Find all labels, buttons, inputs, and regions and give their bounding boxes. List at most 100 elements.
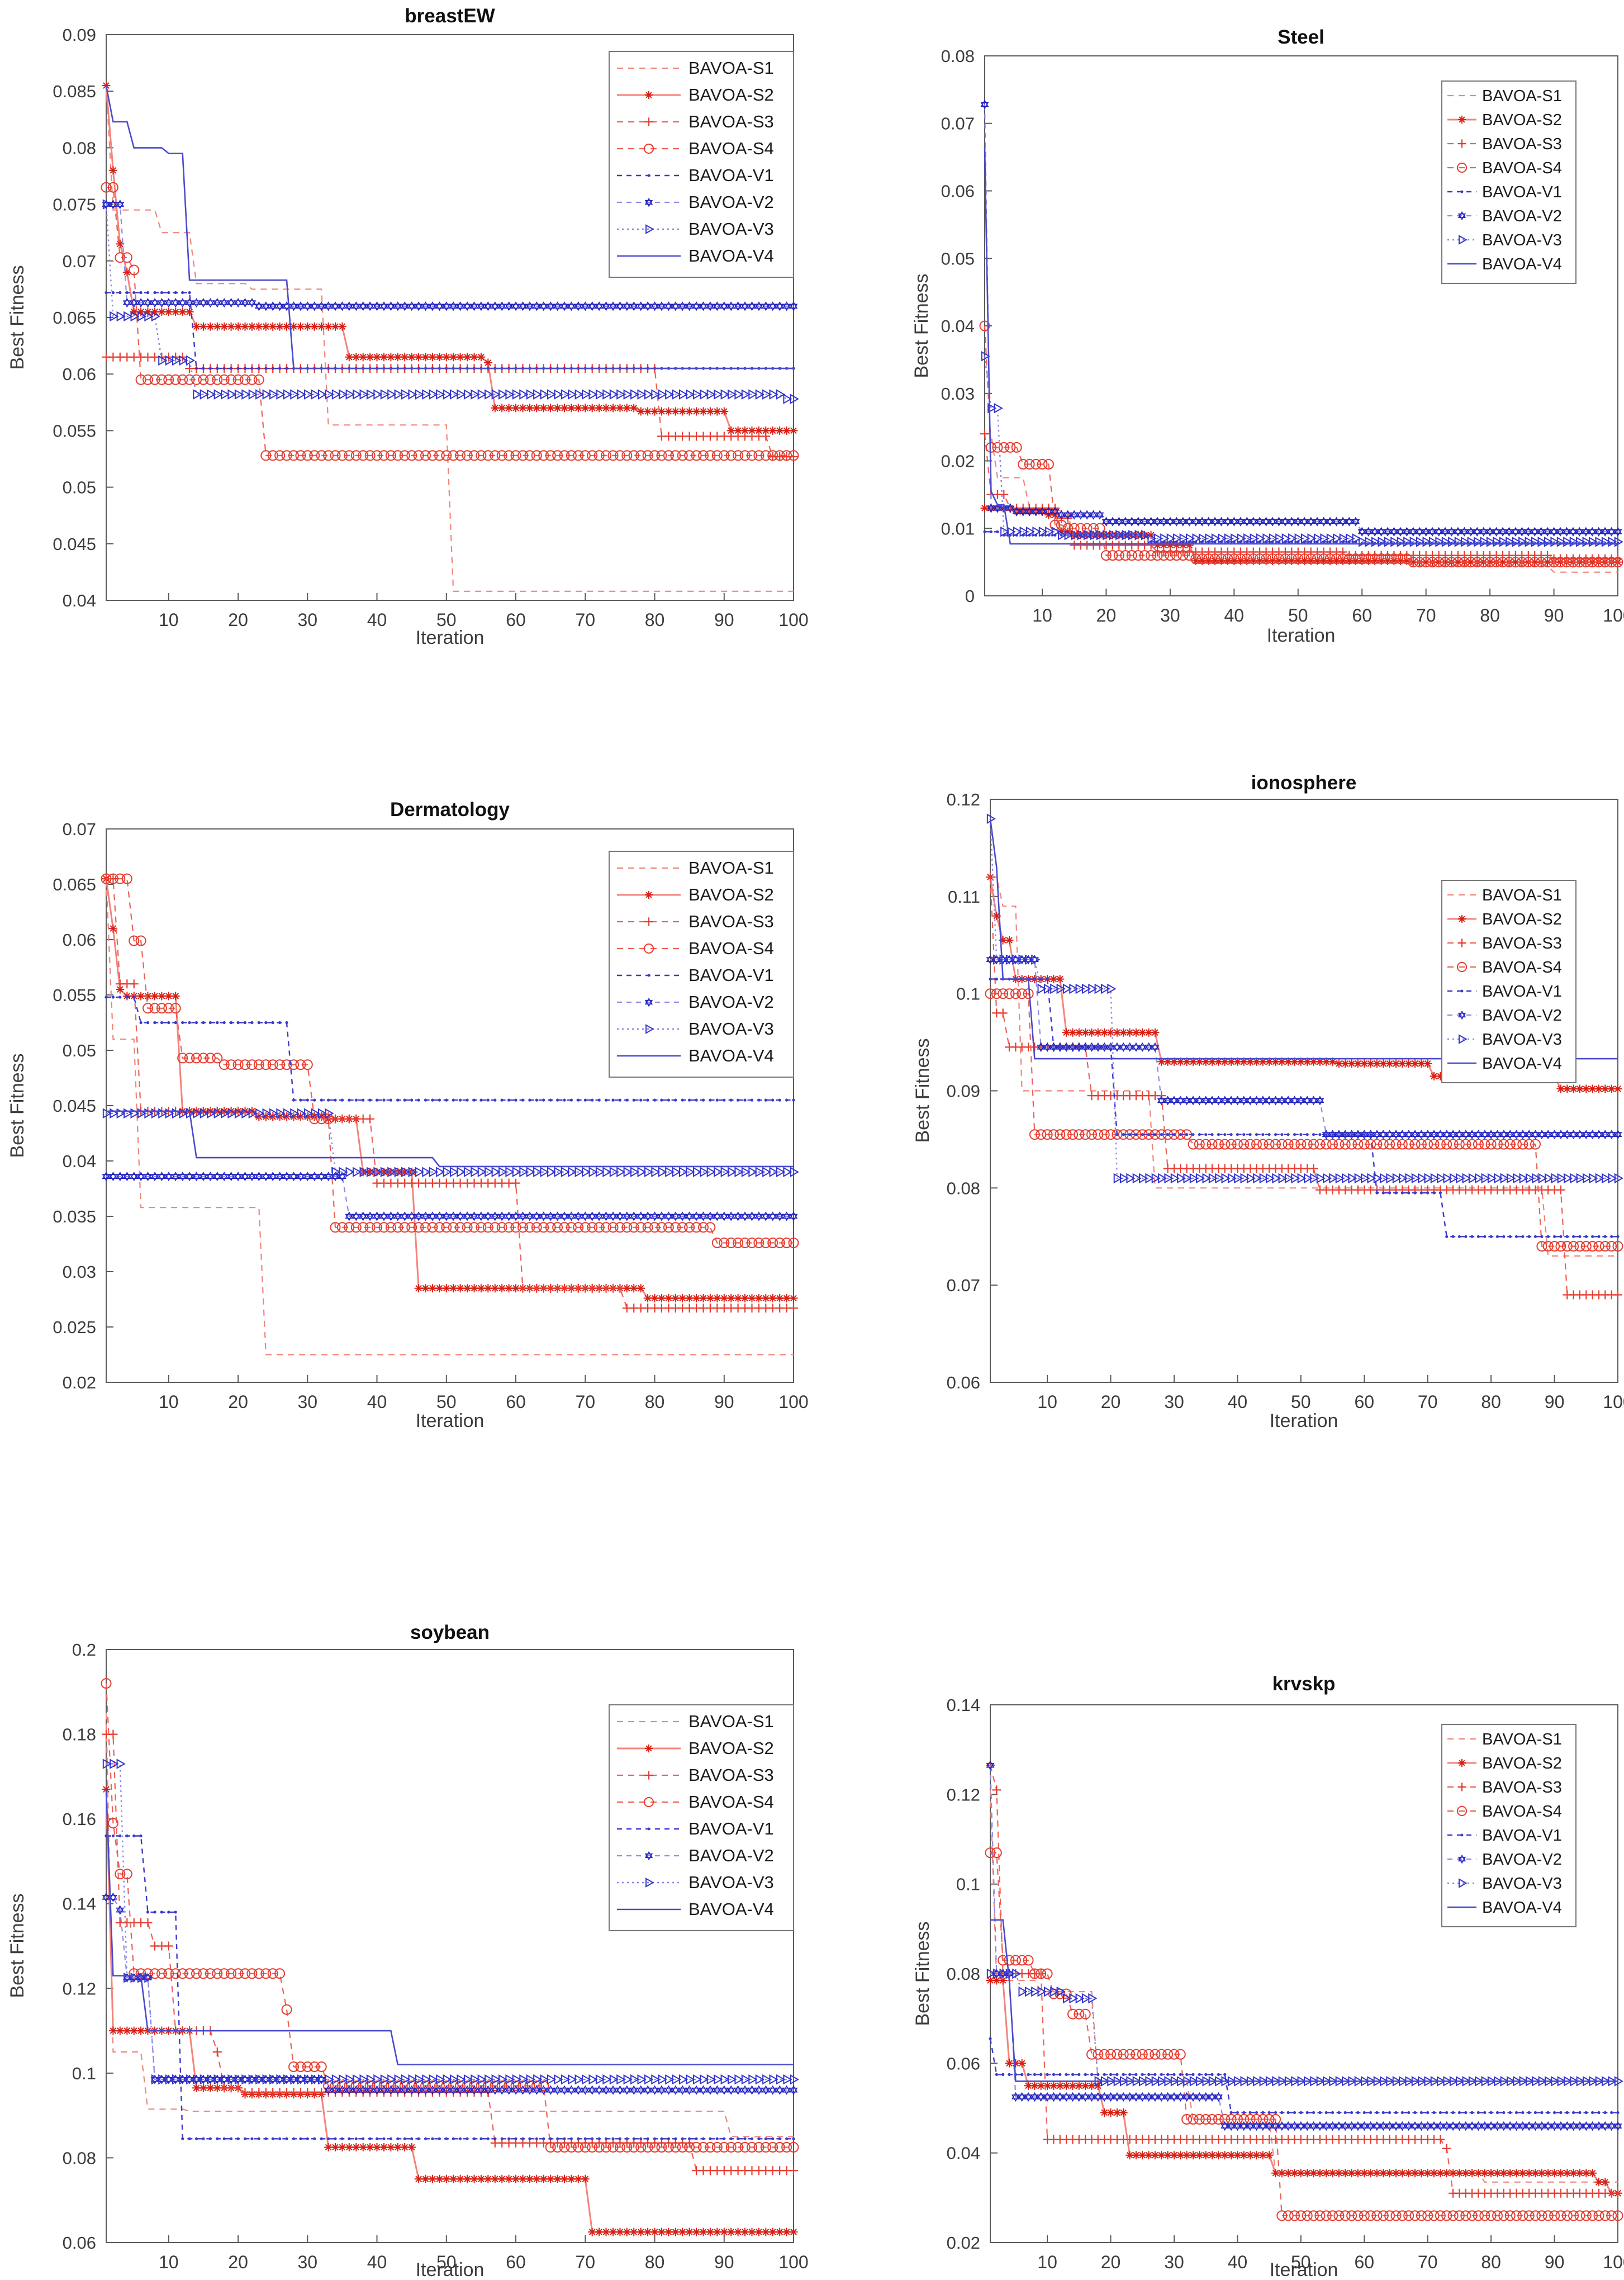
legend-item-label: BAVOA-V1 [1482, 1827, 1562, 1845]
legend-item-label: BAVOA-S1 [1482, 87, 1562, 105]
y-tick-label: 0.04 [941, 316, 975, 336]
chart-title: Steel [1278, 26, 1324, 48]
legend-item-label: BAVOA-S4 [1482, 159, 1562, 177]
y-tick-label: 0.01 [941, 519, 975, 538]
y-tick-label: 0.06 [63, 2233, 96, 2253]
y-tick-label: 0.06 [941, 182, 975, 201]
x-axis-label: Iteration [1267, 625, 1336, 646]
x-tick-label: 100 [778, 610, 808, 630]
legend-item-label: BAVOA-S4 [688, 1792, 774, 1812]
x-tick-label: 60 [1355, 1392, 1375, 1412]
series-line-BAVOA-S1 [105, 1713, 794, 2137]
chart-Dermatology: 0.02 0.025 0.03 0.035 0.04 0.045 0.05 0.055 0.06… [7, 799, 809, 1431]
legend-item-label: BAVOA-S2 [688, 85, 774, 105]
x-tick-label: 60 [1355, 2252, 1375, 2272]
legend-item-label: BAVOA-S1 [688, 858, 774, 878]
legend-item-label: BAVOA-S2 [688, 885, 774, 904]
series-line-BAVOA-V1 [989, 2038, 1618, 2113]
x-tick-label: 30 [1160, 605, 1180, 625]
y-tick-label: 0.065 [53, 875, 96, 894]
series-markers-BAVOA-V1 [105, 1834, 795, 2140]
y-axis-label: Best Fitness [7, 1893, 28, 1998]
legend-item-label: BAVOA-V1 [688, 1819, 774, 1838]
series-line-BAVOA-S4 [106, 187, 794, 456]
y-tick-label: 0.085 [53, 82, 96, 101]
legend-item-label: BAVOA-S3 [1482, 1779, 1562, 1796]
legend-item-label: BAVOA-V1 [1482, 983, 1562, 1001]
series-line-BAVOA-V2 [106, 1175, 794, 1217]
chart-breastEW: 0.04 0.045 0.05 0.055 0.06 0.065 0.07 0.075 0.08… [7, 5, 809, 648]
x-tick-label: 30 [1164, 1392, 1184, 1412]
legend-item-label: BAVOA-S3 [688, 112, 774, 131]
y-tick-label: 0.05 [941, 249, 975, 268]
y-axis-label: Best Fitness [911, 273, 932, 378]
y-tick-label: 0.08 [941, 46, 975, 66]
legend-item-label: BAVOA-V3 [688, 1019, 774, 1039]
y-tick-label: 0.02 [947, 2233, 980, 2253]
x-tick-label: 80 [645, 610, 665, 630]
legend-item-label: BAVOA-V1 [688, 165, 774, 185]
chart-title: Dermatology [390, 799, 510, 821]
legend-item-label: BAVOA-V4 [1482, 1899, 1562, 1917]
series-markers-BAVOA-V3 [986, 1968, 1623, 2087]
y-tick-label: 0.12 [947, 790, 980, 809]
x-tick-label: 100 [778, 2252, 808, 2272]
legend: BAVOA-S1 BAVOA-S2 BAVOA-S3 BAVOA-S4 BAVOA-V1… [609, 51, 794, 278]
legend-item-label: BAVOA-S3 [1482, 135, 1562, 153]
y-tick-label: 0.18 [63, 1725, 96, 1745]
x-axis-label: Iteration [1270, 1410, 1338, 1431]
series-markers-BAVOA-S4 [985, 988, 1623, 1252]
y-tick-label: 0.08 [947, 1964, 980, 1984]
y-tick-label: 0.08 [63, 138, 96, 158]
legend: BAVOA-S1 BAVOA-S2 BAVOA-S3 BAVOA-S4 BAVOA-V1… [1441, 80, 1576, 284]
x-axis-label: Iteration [416, 2259, 485, 2280]
x-tick-label: 100 [1603, 1392, 1624, 1412]
legend-item-label: BAVOA-S1 [688, 1712, 774, 1731]
x-tick-label: 90 [1545, 1392, 1565, 1412]
series-line-BAVOA-V2 [984, 104, 1618, 533]
y-axis-label: Best Fitness [912, 1921, 933, 2026]
legend-item-label: BAVOA-S3 [1482, 935, 1562, 952]
legend-item-label: BAVOA-V4 [1482, 255, 1562, 273]
x-tick-label: 70 [1416, 605, 1436, 625]
series-line-BAVOA-V1 [106, 1835, 794, 2140]
legend: BAVOA-S1 BAVOA-S2 BAVOA-S3 BAVOA-S4 BAVOA-V1… [609, 851, 794, 1078]
series-line-BAVOA-V3 [990, 1973, 1618, 2082]
x-tick-label: 80 [1480, 605, 1500, 625]
y-tick-label: 0 [965, 586, 975, 606]
y-tick-label: 0.1 [956, 1875, 980, 1894]
x-tick-label: 80 [1481, 2252, 1501, 2272]
x-axis-label: Iteration [416, 627, 485, 648]
x-tick-label: 70 [576, 1392, 596, 1412]
x-tick-label: 100 [1603, 2252, 1624, 2272]
chart-title: breastEW [405, 5, 495, 27]
x-tick-label: 50 [436, 610, 457, 630]
series-line-BAVOA-S1 [989, 1790, 1618, 2183]
series-markers-BAVOA-V3 [102, 1758, 799, 2085]
legend-item-label: BAVOA-V1 [1482, 183, 1562, 201]
series-markers-BAVOA-S3 [986, 873, 1622, 1300]
x-tick-label: 40 [1228, 1392, 1248, 1412]
y-tick-label: 0.08 [63, 2148, 96, 2168]
series-line-BAVOA-V4 [105, 85, 794, 369]
series-line-BAVOA-S1 [990, 876, 1618, 1257]
legend-item-label: BAVOA-S2 [1482, 1755, 1562, 1772]
x-tick-label: 80 [645, 2252, 665, 2272]
y-tick-label: 0.1 [956, 984, 980, 1004]
legend-item-label: BAVOA-S4 [1482, 959, 1562, 977]
x-tick-label: 50 [1291, 1392, 1311, 1412]
y-tick-label: 0.08 [947, 1178, 980, 1198]
y-tick-label: 0.06 [63, 364, 96, 384]
series-line-BAVOA-V4 [106, 1110, 794, 1168]
x-tick-label: 100 [778, 1392, 808, 1412]
series-line-BAVOA-V3 [106, 1112, 794, 1173]
x-tick-label: 80 [1481, 1392, 1501, 1412]
x-tick-label: 30 [298, 610, 318, 630]
x-tick-label: 70 [576, 610, 596, 630]
chart-ionosphere: 0.06 0.07 0.08 0.09 0.1 0.11 0.12 10 20 30 40 50 60 7… [912, 772, 1624, 1431]
y-tick-label: 0.04 [63, 591, 96, 610]
x-tick-label: 20 [1101, 1392, 1121, 1412]
y-tick-label: 0.04 [947, 2144, 980, 2163]
legend-item-label: BAVOA-V2 [1482, 1851, 1562, 1869]
